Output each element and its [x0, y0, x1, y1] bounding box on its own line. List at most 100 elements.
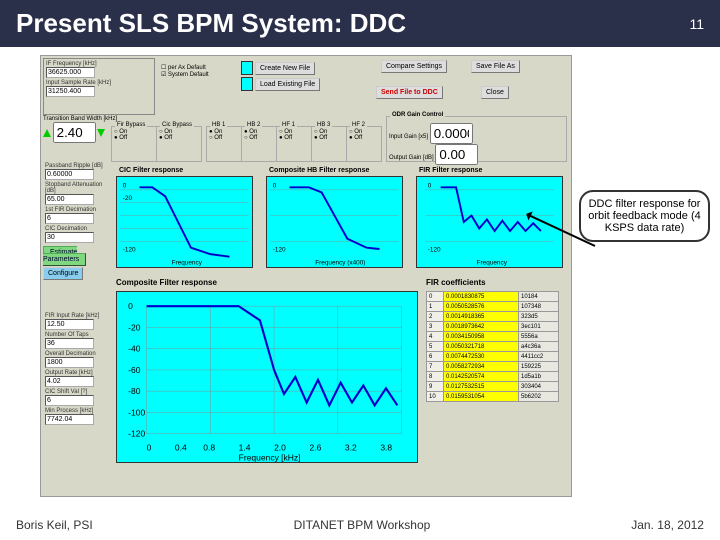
- svg-text:-80: -80: [128, 386, 141, 396]
- footer-right: Jan. 18, 2012: [631, 518, 704, 532]
- fdec-input[interactable]: [45, 213, 94, 224]
- comp-hb-chart: Composite HB Filter response 0-120Freque…: [266, 176, 403, 268]
- page-number: 11: [689, 16, 704, 32]
- svg-text:Frequency (x400): Frequency (x400): [315, 259, 365, 266]
- coef-row: 60.00744725304411cc2: [427, 352, 559, 362]
- svg-text:Frequency: Frequency: [172, 259, 203, 266]
- svg-text:2.6: 2.6: [310, 443, 322, 453]
- load-existing-button[interactable]: Load Existing File: [255, 78, 320, 91]
- hb2-off[interactable]: ○ Off: [244, 135, 274, 141]
- fir-coef-table: 00.00018308751018410.005052857610734820.…: [426, 291, 559, 402]
- hf2-group: HF 2 ○ On ● Off: [346, 126, 382, 162]
- coef-row: 70.0058272934159225: [427, 362, 559, 372]
- svg-text:0: 0: [147, 443, 152, 453]
- svg-text:0: 0: [123, 182, 127, 189]
- svg-text:-120: -120: [128, 429, 145, 439]
- sys-def-checkbox[interactable]: ☑ System Default: [161, 71, 209, 78]
- svg-text:Frequency [kHz]: Frequency [kHz]: [239, 453, 301, 462]
- slide-footer: Boris Keil, PSI DITANET BPM Workshop Jan…: [0, 518, 720, 532]
- create-new-button[interactable]: Create New File: [255, 62, 315, 75]
- left-params: Passband Ripple [dB] Stopband Attenuatio…: [43, 161, 108, 280]
- composite-chart: 0-20-40 -60-80-100-120 00.40.8 1.42.02.6…: [116, 291, 418, 463]
- odec-input[interactable]: [45, 357, 94, 368]
- footer-center: DITANET BPM Workshop: [294, 518, 431, 532]
- compare-btns: Compare Settings: [381, 60, 447, 73]
- ntaps-input[interactable]: [45, 338, 94, 349]
- pbr-input[interactable]: [45, 169, 94, 180]
- cic-shift-input[interactable]: [45, 395, 94, 406]
- sba-label: Stopband Attenuation [dB]: [45, 182, 106, 194]
- orate-input[interactable]: [45, 376, 94, 387]
- svg-text:0: 0: [128, 301, 133, 311]
- output-gain-label: Output Gain [dB]: [389, 155, 434, 161]
- cdec-input[interactable]: [45, 232, 94, 243]
- freq-panel: IF Frequency [kHz] Input Sample Rate [kH…: [43, 58, 155, 115]
- input-gain-input[interactable]: [430, 123, 473, 144]
- hf1-off[interactable]: ● Off: [279, 135, 309, 141]
- cic-chart: CIC Filter response 0-20-120Frequency: [116, 176, 253, 268]
- tbw-input[interactable]: [53, 122, 96, 143]
- coef-row: 10.0050528576107348: [427, 302, 559, 312]
- svg-text:0.4: 0.4: [175, 443, 187, 453]
- slide-title: Present SLS BPM System: DDC: [16, 8, 406, 39]
- slide-header: Present SLS BPM System: DDC 11: [0, 0, 720, 47]
- footer-left: Boris Keil, PSI: [16, 518, 93, 532]
- fir-bypass-group: Fir Bypass ○ On ● Off: [111, 126, 157, 162]
- svg-text:0: 0: [273, 182, 277, 189]
- coef-row: 90.0127532515303404: [427, 382, 559, 392]
- coef-row: 00.000183087510184: [427, 292, 559, 302]
- output-gain-input[interactable]: [435, 144, 478, 165]
- svg-text:-120: -120: [123, 247, 136, 254]
- svg-text:2.0: 2.0: [274, 443, 286, 453]
- svg-text:-60: -60: [128, 365, 141, 375]
- svg-text:Frequency: Frequency: [477, 259, 508, 266]
- ddc-app-window: IF Frequency [kHz] Input Sample Rate [kH…: [40, 55, 572, 497]
- passband-panel: Transition Band Width [kHz]: [43, 116, 117, 143]
- up-arrow-icon: [43, 129, 51, 137]
- hf2-off[interactable]: ● Off: [349, 135, 379, 141]
- cic-bypass-group: Cic Bypass ○ On ● Off: [156, 126, 202, 162]
- load-file-icon: [241, 77, 253, 91]
- annotation-callout: DDC filter response for orbit feedback m…: [579, 190, 710, 242]
- estimate-button[interactable]: Estimate Parameters: [43, 246, 86, 266]
- samp-rate-input[interactable]: [46, 86, 95, 97]
- input-gain-label: Input Gain [x5]: [389, 134, 428, 140]
- svg-text:0.8: 0.8: [203, 443, 215, 453]
- composite-title: Composite Filter response: [116, 278, 217, 287]
- svg-text:1.4: 1.4: [239, 443, 251, 453]
- defaults-group: ☐ per Ax Default ☑ System Default: [161, 64, 209, 78]
- fir-coef-title: FIR coefficients: [426, 278, 486, 287]
- per-ax-checkbox[interactable]: ☐ per Ax Default: [161, 64, 209, 71]
- left-params-2: FIR Input Rate [kHz] Number Of Taps Over…: [43, 311, 108, 427]
- firbypass-off[interactable]: ● Off: [114, 135, 154, 141]
- svg-text:-120: -120: [428, 247, 441, 254]
- mproc-input[interactable]: [45, 414, 94, 425]
- svg-text:-20: -20: [123, 195, 133, 202]
- coef-row: 50.0050321718a4c36a: [427, 342, 559, 352]
- send-ddc-button[interactable]: Send File to DDC: [376, 86, 443, 99]
- savefile-button[interactable]: Save File As: [471, 60, 520, 73]
- close-button[interactable]: Close: [481, 86, 509, 99]
- compare-button[interactable]: Compare Settings: [381, 60, 447, 73]
- sba-input[interactable]: [45, 194, 94, 205]
- file-icons: Create New File Load Existing File: [241, 61, 320, 91]
- save-btns: Save File As: [471, 60, 520, 73]
- hb2-group: HB 2 ● On ○ Off: [241, 126, 277, 162]
- coef-row: 20.0014918365323d5: [427, 312, 559, 322]
- frate-input[interactable]: [45, 319, 94, 330]
- svg-text:-100: -100: [128, 407, 145, 417]
- hb1-off[interactable]: ○ Off: [209, 135, 239, 141]
- odr-gain-group: ODR Gain Control Input Gain [x5] Output …: [386, 116, 567, 162]
- hb3-off[interactable]: ● Off: [314, 135, 344, 141]
- new-file-icon: [241, 61, 253, 75]
- hb1-group: HB 1 ● On ○ Off: [206, 126, 242, 162]
- configure-button[interactable]: Configure: [43, 267, 83, 280]
- coef-row: 100.01595310545b6202: [427, 392, 559, 402]
- cicbypass-off[interactable]: ● Off: [159, 135, 199, 141]
- svg-text:-40: -40: [128, 344, 141, 354]
- if-freq-input[interactable]: [46, 67, 95, 78]
- coef-row: 80.01425205741d5a1b: [427, 372, 559, 382]
- svg-text:0: 0: [428, 182, 432, 189]
- hb3-group: HB 3 ○ On ● Off: [311, 126, 347, 162]
- coef-row: 30.00189736423ec101: [427, 322, 559, 332]
